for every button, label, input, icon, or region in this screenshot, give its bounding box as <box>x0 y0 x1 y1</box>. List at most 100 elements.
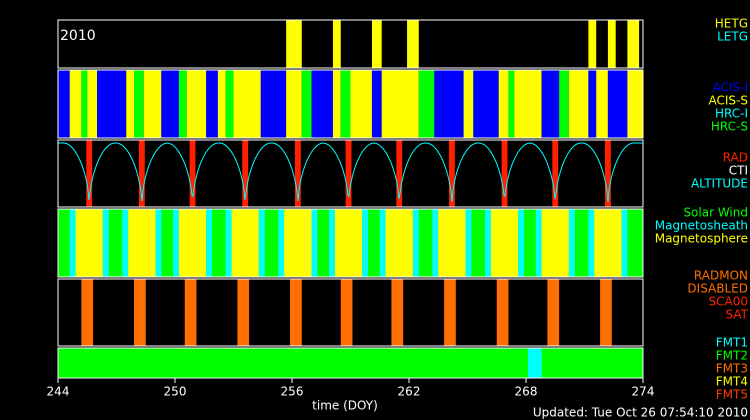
segment <box>527 348 542 378</box>
legend-label: FMT3 <box>716 362 748 376</box>
segment <box>588 70 597 138</box>
x-tick-label: 256 <box>281 385 304 399</box>
segment <box>206 70 218 138</box>
segment <box>286 70 302 138</box>
segment <box>134 279 146 346</box>
legend-label: HRC-S <box>711 120 748 134</box>
segment <box>473 70 499 138</box>
altitude-curve <box>58 142 643 203</box>
segment <box>541 209 569 277</box>
segment <box>465 209 472 277</box>
segment <box>588 20 597 68</box>
segment <box>102 209 109 277</box>
segment <box>371 70 382 138</box>
segment <box>301 70 312 138</box>
legend-label: FMT1 <box>716 336 748 350</box>
segment <box>332 70 341 138</box>
legend-label: HRC-I <box>715 107 748 121</box>
segment <box>448 140 455 207</box>
segment <box>559 70 569 138</box>
year-label: 2010 <box>60 28 96 44</box>
segment <box>332 20 341 68</box>
x-tick-label: 262 <box>398 385 421 399</box>
legend-label: SCA00 <box>709 295 748 309</box>
segment <box>362 209 369 277</box>
panel-frame <box>57 69 644 139</box>
segment <box>371 20 382 68</box>
segment <box>161 70 179 138</box>
segment <box>290 279 302 346</box>
segment <box>600 279 612 346</box>
segment <box>242 140 249 207</box>
segment <box>552 140 559 207</box>
legend-label: DISABLED <box>687 282 748 296</box>
segment <box>541 70 560 138</box>
segment <box>604 140 611 207</box>
legend-label: Solar Wind <box>683 206 748 220</box>
legend-label: Magnetosheath <box>655 219 748 233</box>
segment <box>284 209 312 277</box>
panel-frame <box>57 19 644 69</box>
segment <box>418 70 435 138</box>
segment <box>278 209 285 277</box>
segment <box>143 70 162 138</box>
segment <box>294 140 301 207</box>
segment <box>438 209 466 277</box>
segment <box>535 209 542 277</box>
segment <box>258 209 265 277</box>
legend-label: LETG <box>717 30 748 44</box>
panel-frame <box>57 347 644 379</box>
segment <box>126 70 135 138</box>
segment <box>334 209 363 277</box>
segment <box>381 70 419 138</box>
segment <box>407 20 419 68</box>
segment <box>463 70 474 138</box>
legend-label: ACIS-I <box>713 81 748 95</box>
segment <box>237 279 250 346</box>
segment <box>225 70 234 138</box>
segment <box>607 20 616 68</box>
segment <box>627 20 640 68</box>
legend-label: ACIS-S <box>709 94 748 108</box>
segment <box>178 70 187 138</box>
segment <box>58 348 643 378</box>
segment <box>547 279 560 346</box>
segment <box>490 209 519 277</box>
x-tick-label: 274 <box>632 385 655 399</box>
x-axis-label: time (DOY) <box>312 399 378 413</box>
segment <box>350 70 372 138</box>
x-tick-label: 268 <box>515 385 538 399</box>
segment <box>621 209 628 277</box>
segment <box>434 70 464 138</box>
segment <box>412 209 419 277</box>
segment <box>444 279 456 346</box>
segment <box>329 209 335 277</box>
panel-frame <box>57 278 644 347</box>
legend-label: RADMON <box>694 269 748 283</box>
legend-label: HETG <box>715 17 748 31</box>
segment <box>627 70 643 138</box>
segment <box>58 70 70 138</box>
segment <box>231 209 259 277</box>
segment <box>75 209 103 277</box>
segment <box>396 140 403 207</box>
segment <box>508 70 515 138</box>
segment <box>184 279 197 346</box>
segment <box>206 209 213 277</box>
segment <box>86 140 93 207</box>
segment <box>155 209 162 277</box>
segment <box>173 209 179 277</box>
segment <box>189 140 196 207</box>
segment <box>97 70 127 138</box>
segment <box>514 70 542 138</box>
segment <box>81 70 88 138</box>
legend-label: RAD <box>723 151 748 165</box>
segment <box>596 70 608 138</box>
segment <box>568 70 589 138</box>
segment <box>501 140 508 207</box>
x-tick-label: 244 <box>47 385 70 399</box>
legend-label: ALTITUDE <box>691 177 748 191</box>
segment <box>345 140 352 207</box>
segment <box>518 209 525 277</box>
segment <box>122 209 129 277</box>
